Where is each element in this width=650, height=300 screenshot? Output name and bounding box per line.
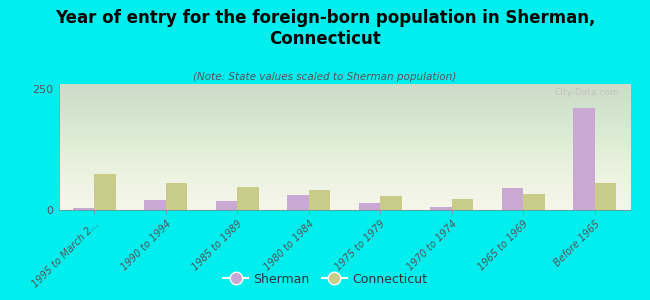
Bar xyxy=(452,199,473,210)
Legend: Sherman, Connecticut: Sherman, Connecticut xyxy=(218,268,432,291)
Bar xyxy=(523,194,545,210)
Bar xyxy=(380,196,402,210)
Text: (Note: State values scaled to Sherman population): (Note: State values scaled to Sherman po… xyxy=(193,72,457,82)
Bar xyxy=(287,196,309,210)
Bar xyxy=(359,203,380,210)
Bar xyxy=(94,174,116,210)
Bar xyxy=(573,108,595,210)
Bar xyxy=(237,187,259,210)
Bar xyxy=(166,183,187,210)
Bar xyxy=(309,190,330,210)
Text: City-Data.com: City-Data.com xyxy=(554,88,619,97)
Text: Year of entry for the foreign-born population in Sherman,
Connecticut: Year of entry for the foreign-born popul… xyxy=(55,9,595,48)
Bar xyxy=(144,200,166,210)
Bar xyxy=(73,208,94,210)
Bar xyxy=(502,188,523,210)
Bar xyxy=(595,183,616,210)
Bar xyxy=(216,201,237,210)
Bar xyxy=(430,207,452,210)
